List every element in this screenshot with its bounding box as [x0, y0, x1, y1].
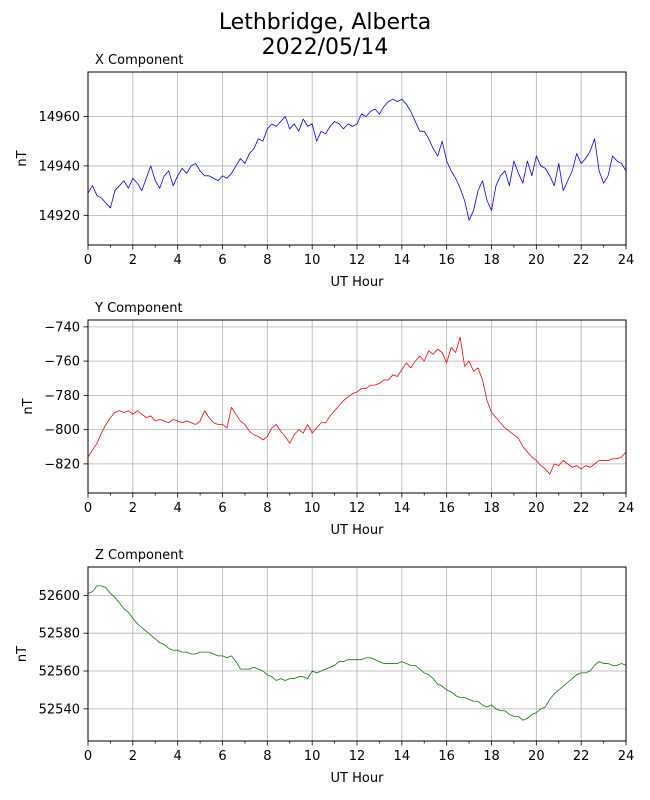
x-tick-label: 18: [483, 501, 500, 516]
x-tick-label: 2: [129, 501, 137, 516]
y-tick-label: 52580: [39, 627, 80, 642]
y-tick-label: 52600: [39, 589, 80, 604]
x-tick-label: 20: [528, 749, 545, 764]
x-axis-label: UT Hour: [331, 523, 385, 538]
x-tick-label: 20: [528, 253, 545, 268]
panel-z-component: 0 2 4 6 8 10 12 14 16 18 20 22 245254052560525805260…: [15, 548, 634, 786]
x-axis-label: UT Hour: [331, 771, 385, 786]
panel-title: Y Component: [94, 301, 183, 316]
x-tick-label: 16: [438, 253, 455, 268]
x-tick-label: 24: [618, 253, 635, 268]
panel-title: X Component: [95, 53, 184, 68]
figure-title: Lethbridge, Alberta 2022/05/14: [0, 10, 650, 60]
x-tick-label: 14: [394, 501, 411, 516]
x-tick-label: 18: [483, 253, 500, 268]
x-tick-label: 2: [129, 749, 137, 764]
y-tick-label: −760: [44, 355, 80, 370]
x-tick-label: 6: [218, 253, 226, 268]
y-tick-label: −820: [44, 457, 80, 472]
y-tick-label: 14940: [39, 159, 80, 174]
x-tick-label: 8: [263, 253, 271, 268]
x-tick-label: 0: [84, 501, 92, 516]
x-tick-label: 24: [618, 501, 635, 516]
x-tick-label: 22: [573, 749, 590, 764]
y-axis-label: nT: [15, 150, 30, 166]
panel-title: Z Component: [95, 548, 184, 563]
x-tick-label: 2: [129, 253, 137, 268]
y-tick-label: −780: [44, 389, 80, 404]
x-tick-label: 16: [438, 501, 455, 516]
y-tick-label: −740: [44, 320, 80, 335]
x-tick-label: 12: [349, 749, 366, 764]
series-line-z: [87, 585, 627, 721]
x-tick-label: 20: [528, 501, 545, 516]
x-tick-label: 0: [84, 253, 92, 268]
x-tick-label: 12: [349, 253, 366, 268]
x-tick-label: 22: [573, 501, 590, 516]
y-axis-label: nT: [21, 398, 36, 414]
x-tick-label: 18: [483, 749, 500, 764]
x-tick-label: 4: [174, 749, 182, 764]
x-tick-label: 10: [304, 253, 321, 268]
figure-title-line-1: Lethbridge, Alberta: [218, 10, 432, 35]
series-line-y: [87, 336, 627, 475]
x-tick-label: 6: [218, 501, 226, 516]
y-axis-label: nT: [15, 646, 30, 662]
y-tick-label: 14960: [39, 110, 80, 125]
x-tick-label: 12: [349, 501, 366, 516]
x-tick-label: 10: [304, 749, 321, 764]
y-tick-label: 52540: [39, 702, 80, 717]
y-tick-label: 14920: [39, 209, 80, 224]
x-tick-label: 16: [438, 749, 455, 764]
x-tick-label: 10: [304, 501, 321, 516]
series-line-x: [87, 98, 627, 221]
x-tick-label: 6: [218, 749, 226, 764]
x-tick-label: 8: [263, 749, 271, 764]
x-axis-label: UT Hour: [331, 275, 385, 290]
panel-y-component: 0 2 4 6 8 10 12 14 16 18 20 22 24−820−800−780−760−74…: [21, 301, 634, 538]
y-tick-label: 52560: [39, 665, 80, 680]
x-tick-label: 4: [174, 501, 182, 516]
figure-title-line-2: 2022/05/14: [261, 35, 389, 60]
x-tick-label: 8: [263, 501, 271, 516]
y-tick-label: −800: [44, 423, 80, 438]
x-tick-label: 14: [394, 749, 411, 764]
x-tick-label: 22: [573, 253, 590, 268]
x-tick-label: 0: [84, 749, 92, 764]
x-tick-label: 4: [174, 253, 182, 268]
x-tick-label: 14: [394, 253, 411, 268]
x-tick-label: 24: [618, 749, 635, 764]
